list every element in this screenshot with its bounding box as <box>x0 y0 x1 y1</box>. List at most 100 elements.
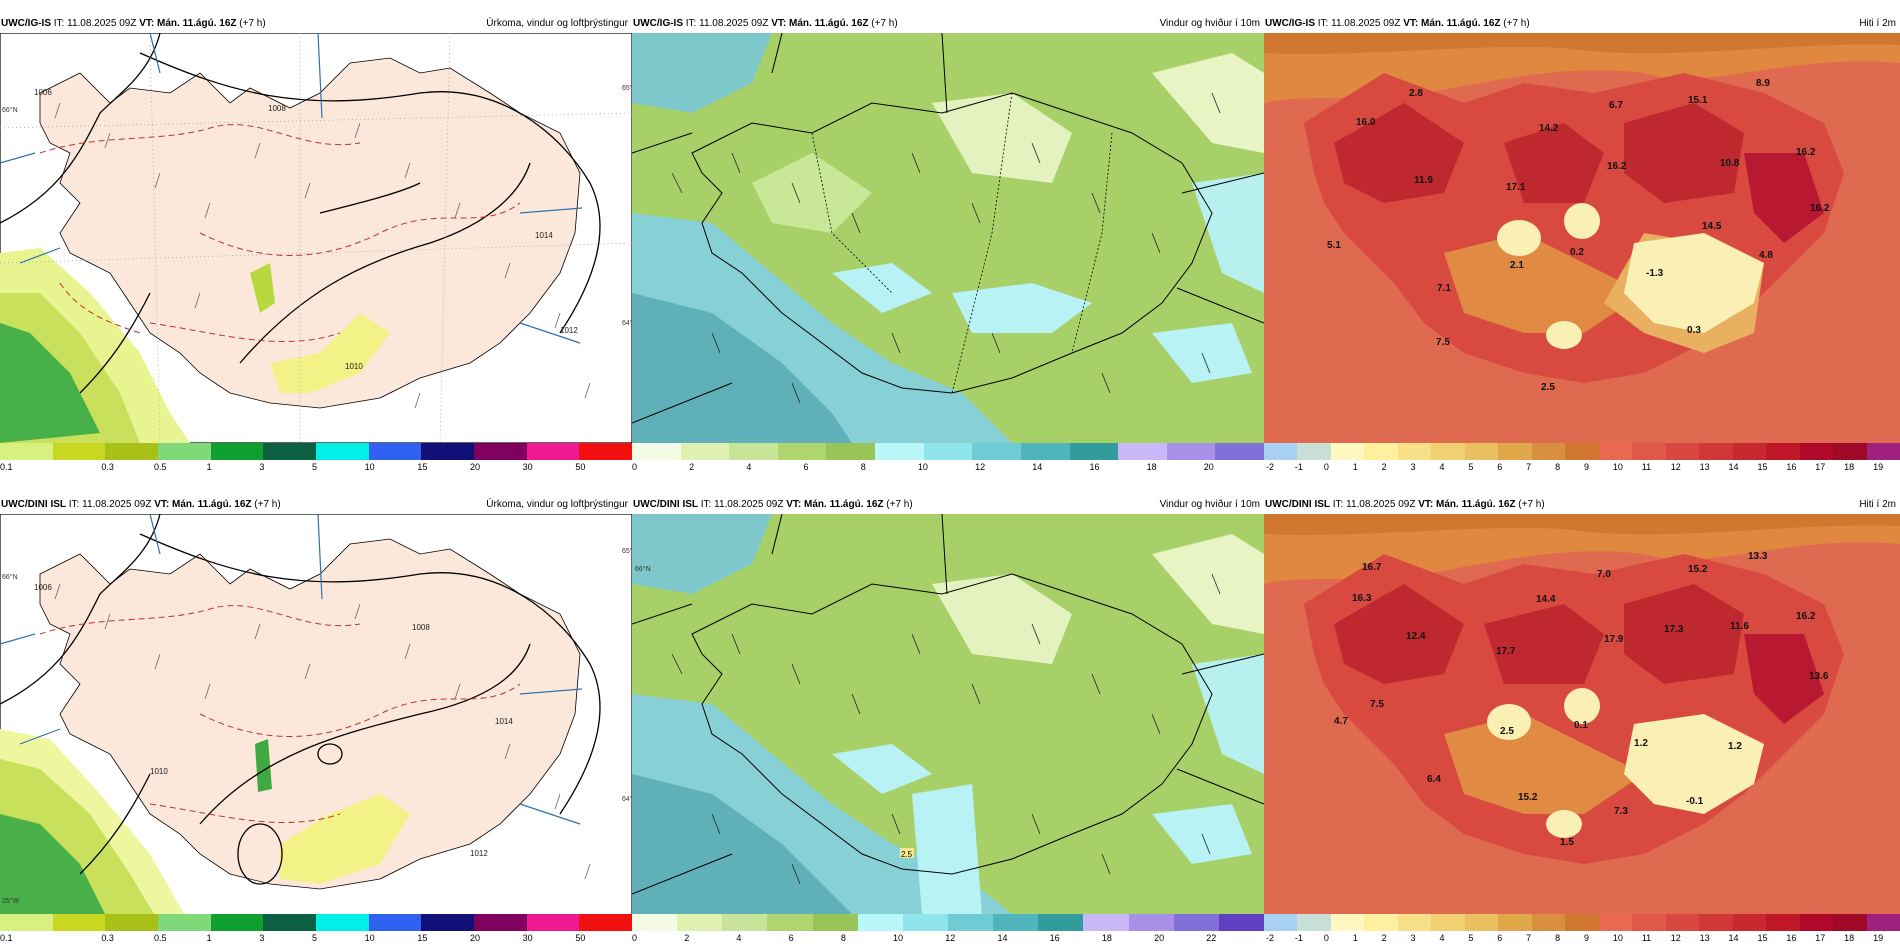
colorbar-label: 1 <box>1352 933 1358 943</box>
colorbar-swatch <box>1833 443 1868 460</box>
colorbar-swatch <box>1431 443 1466 460</box>
svg-text:16.2: 16.2 <box>1796 611 1816 622</box>
colorbar-swatch <box>1565 914 1600 931</box>
colorbar-swatch <box>368 443 422 460</box>
temp-zone <box>1497 220 1541 256</box>
colorbar-label: 30 <box>522 462 533 472</box>
colorbar-swatch <box>632 914 678 931</box>
colorbar-label: 15 <box>1757 462 1768 472</box>
colorbar-swatch <box>1531 914 1566 931</box>
colorbar-swatch <box>948 914 994 931</box>
colorbar-label: 20 <box>1203 462 1214 472</box>
colorbar-label: 10 <box>893 933 904 943</box>
svg-text:16.7: 16.7 <box>1362 562 1382 573</box>
temp-panel-top: UWC/IG-IS IT: 11.08.2025 09Z VT: Mán. 11… <box>1264 15 1900 472</box>
colorbar-label: 3 <box>259 462 265 472</box>
colorbar-swatch <box>1464 914 1499 931</box>
colorbar-swatch <box>1565 443 1600 460</box>
colorbar-swatch <box>158 914 212 931</box>
colorbar-label: 6 <box>1497 462 1503 472</box>
lat-label: 66°N <box>2 574 18 581</box>
colorbar-label: 3 <box>1410 933 1416 943</box>
precip-colorbar: 0.1 0.3 0.5 1 3 5 10 15 20 30 50 <box>0 914 633 946</box>
svg-text:17.1: 17.1 <box>1506 182 1526 193</box>
colorbar-swatch <box>1264 914 1298 931</box>
panel-title: Hiti í 2m <box>1859 18 1896 29</box>
colorbar-label: 6 <box>788 933 794 943</box>
colorbar-label: 8 <box>1555 933 1561 943</box>
svg-text:7.5: 7.5 <box>1370 699 1384 710</box>
colorbar-swatch <box>105 443 159 460</box>
temp-zone <box>1504 123 1604 203</box>
colorbar-swatch <box>1699 914 1734 931</box>
svg-text:13.3: 13.3 <box>1748 551 1768 562</box>
lat-label: 66°N <box>635 566 651 573</box>
colorbar-label: 15 <box>417 462 428 472</box>
svg-text:11.6: 11.6 <box>1730 621 1749 632</box>
colorbar-label: 9 <box>1584 933 1590 943</box>
precip-panel-bottom: UWC/DINI ISL IT: 11.08.2025 09Z VT: Mán.… <box>0 496 638 946</box>
model-name: UWC/DINI ISL <box>1 499 66 510</box>
colorbar-swatch <box>1397 443 1432 460</box>
svg-text:2.5: 2.5 <box>1500 726 1514 737</box>
boundary-lines <box>632 514 1264 895</box>
lat-lines <box>0 33 583 344</box>
colorbar-swatch <box>1732 914 1767 931</box>
wind-colorbar: 0 2 4 6 8 10 12 14 16 18 20 22 <box>632 914 1265 946</box>
colorbar-swatch <box>1498 914 1533 931</box>
wind-band <box>832 263 932 313</box>
colorbar-label: 8 <box>1555 462 1561 472</box>
colorbar-label: 14 <box>997 933 1008 943</box>
colorbar-swatch <box>777 443 827 460</box>
colorbar-swatch <box>1464 443 1499 460</box>
colorbar-swatch <box>158 443 212 460</box>
precip-panel-top: UWC/IG-IS IT: 11.08.2025 09Z VT: Mán. 11… <box>0 15 638 472</box>
colorbar-swatch <box>826 443 876 460</box>
colorbar-label: -2 <box>1266 462 1275 472</box>
precip-band <box>0 814 110 924</box>
wind-map <box>632 33 1264 443</box>
temp-zone <box>1624 714 1764 814</box>
colorbar-label: 5 <box>312 933 318 943</box>
isobar-label: 1006 <box>34 583 52 592</box>
colorbar-label: 10 <box>364 933 375 943</box>
colorbar-swatch <box>902 914 949 931</box>
svg-text:16.3: 16.3 <box>1352 593 1372 604</box>
svg-text:0.3: 0.3 <box>1687 325 1701 336</box>
colorbar-label: 0.1 <box>0 462 13 472</box>
svg-text:1.5: 1.5 <box>1560 837 1574 848</box>
colorbar-label: 2 <box>684 933 690 943</box>
boundary-lines <box>632 33 1264 424</box>
colorbar-swatch <box>1397 914 1432 931</box>
colorbar-swatch <box>812 914 859 931</box>
colorbar-label: 6 <box>1497 933 1503 943</box>
colorbar-label: 16 <box>1089 462 1100 472</box>
colorbar-swatch <box>875 443 925 460</box>
colorbar-swatch <box>1166 443 1216 460</box>
svg-text:16.2: 16.2 <box>1607 161 1627 172</box>
colorbar-swatch <box>579 914 633 931</box>
temp-panel-bottom: UWC/DINI ISL IT: 11.08.2025 09Z VT: Mán.… <box>1264 496 1900 946</box>
colorbar-label: 8 <box>860 462 866 472</box>
precip-band <box>0 323 100 443</box>
wind-band <box>932 93 1072 183</box>
temp-colorbar: -2 -1 0 1 2 3 4 5 6 7 8 9 10 11 12 13 14 15 16 17 18 19 <box>1264 914 1900 946</box>
wind-band <box>632 33 772 113</box>
temp-zone <box>1546 810 1582 838</box>
colorbar-label: 50 <box>575 933 586 943</box>
colorbar-swatch <box>1218 914 1265 931</box>
svg-text:2.1: 2.1 <box>1510 260 1524 271</box>
svg-text:5.1: 5.1 <box>1327 240 1341 251</box>
colorbar-label: 10 <box>917 462 928 472</box>
colorbar-label: 0 <box>632 462 638 472</box>
colorbar-swatch <box>263 914 317 931</box>
dashed-contours <box>39 124 521 343</box>
panel-header: UWC/DINI ISL IT: 11.08.2025 09Z VT: Mán.… <box>1264 496 1900 514</box>
colorbar-label: 4 <box>1439 933 1445 943</box>
isobar-label: 1010 <box>345 362 363 371</box>
svg-text:16.2: 16.2 <box>1796 147 1816 158</box>
panel-title: Vindur og hviður í 10m <box>1159 18 1260 29</box>
temp-zone <box>1484 604 1604 684</box>
colorbar-swatch <box>632 443 682 460</box>
svg-text:17.3: 17.3 <box>1664 624 1684 635</box>
